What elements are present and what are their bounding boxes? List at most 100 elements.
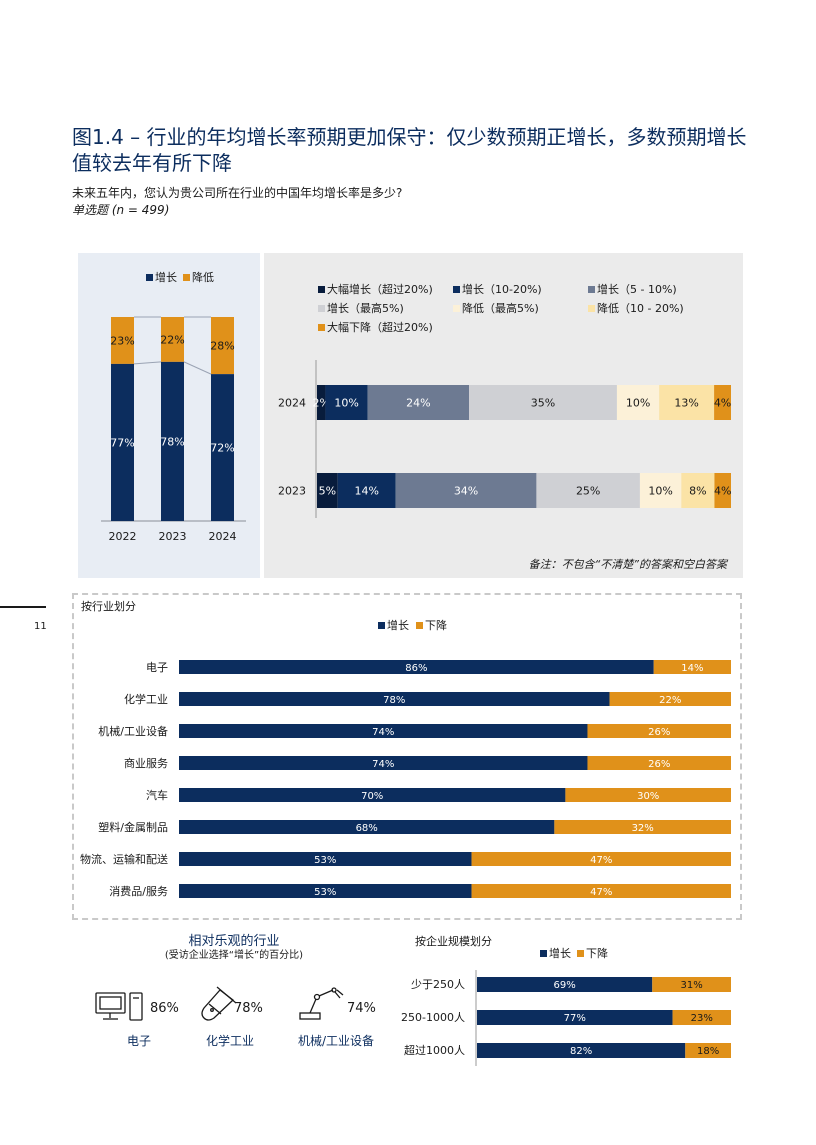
optimistic-value: 74%: [347, 1001, 376, 1016]
bar-decline-少于250人: [652, 977, 731, 992]
bar-decline-label: 47%: [590, 855, 612, 866]
test-tube-icon: [201, 986, 237, 1021]
bar-decline-机械/工业设备: [587, 724, 731, 738]
optimistic-value: 78%: [234, 1001, 263, 1016]
computer-tower: [129, 992, 143, 1021]
legend-decline-swatch: [183, 274, 190, 281]
series-connector-middle: [183, 361, 212, 375]
bar-decline-label: 26%: [648, 759, 670, 770]
legend-item-label: 降低（最高5%): [462, 301, 539, 315]
bar-segment-label: 24%: [406, 397, 430, 410]
size-chart-title: 按企业规模划分: [415, 934, 492, 948]
bar-segment-label: 10%: [648, 485, 672, 498]
yearly-growth-chart: 增长 降低 23% 77% 2022 22% 78% 2023 28% 72% 2024: [101, 270, 246, 543]
legend-item-label: 大幅增长（超过20%): [327, 282, 433, 296]
legend-item-swatch: [588, 305, 595, 312]
monitor-inner: [99, 996, 122, 1010]
bar-decline-2024: [211, 317, 234, 375]
bar-decline-2023: [161, 317, 184, 362]
bar-growth-化学工业: [179, 692, 610, 706]
legend-decline-swatch: [577, 950, 584, 957]
bar-segment-2024: [367, 385, 470, 420]
bar-decline-label: 30%: [637, 791, 659, 802]
robot-arm-icon: [299, 987, 344, 1020]
bar-decline-label: 14%: [681, 663, 703, 674]
industry-label: 塑料/金属制品: [98, 820, 168, 834]
bar-segment-2023: [536, 473, 640, 508]
bar-segment-2024: [659, 385, 715, 420]
legend-item-swatch: [453, 305, 460, 312]
optimistic-label: 机械/工业设备: [298, 1033, 374, 1048]
x-tick-label: 2024: [209, 530, 237, 543]
legend-item-swatch: [318, 286, 325, 293]
legend-item-swatch: [318, 305, 325, 312]
bar-segment-2024: [469, 385, 617, 420]
question-type: 单选题 (n = 499): [72, 203, 170, 217]
bar-decline-塑料/金属制品: [554, 820, 731, 834]
industry-label: 商业服务: [124, 756, 168, 770]
bar-growth-250-1000人: [477, 1010, 673, 1025]
bar-segment-2023: [395, 473, 537, 508]
bar-growth-label: 77%: [110, 436, 134, 449]
bar-growth-2022: [111, 363, 134, 521]
bar-growth-2024: [211, 374, 234, 521]
industry-label: 物流、运输和配送: [80, 852, 168, 866]
page-title: 图1.4 – 行业的年均增长率预期更加保守：仅少数预期正增长，多数预期增长值较去…: [72, 125, 747, 175]
legend-item-label: 大幅下降（超过20%): [327, 320, 433, 334]
series-connector-middle: [133, 361, 162, 365]
chart-note: 备注：不包含“不清楚”的答案和空白答案: [529, 558, 729, 571]
bar-decline-label: 18%: [697, 1046, 719, 1057]
industry-label: 消费品/服务: [109, 884, 168, 898]
robot-joint: [313, 993, 321, 1001]
optimistic-subtitle: (受访企业选择“增长”的百分比): [165, 948, 303, 961]
bar-decline-汽车: [565, 788, 731, 802]
bar-segment-label: 14%: [354, 485, 378, 498]
optimistic-label: 电子: [127, 1034, 151, 1048]
growth-distribution-chart: 大幅增长（超过20%) 增长（10-20%) 增长（5 - 10%) 增长（最高5%)…: [278, 282, 731, 518]
industry-chart-title: 按行业划分: [81, 599, 136, 613]
industry-label: 电子: [146, 661, 168, 674]
legend-item-label: 降低（10 - 20%): [597, 301, 684, 315]
bar-segment-label: 34%: [454, 485, 478, 498]
bar-growth-label: 82%: [570, 1046, 592, 1057]
legend-item-label: 增长（最高5%): [327, 301, 404, 315]
bar-decline-电子: [653, 660, 731, 674]
industry-panel-border: [72, 593, 742, 920]
bar-growth-消费品/服务: [179, 884, 472, 898]
bar-growth-物流、运输和配送: [179, 852, 472, 866]
bar-decline-商业服务: [587, 756, 731, 770]
tube-bubble: [210, 1008, 214, 1012]
bar-decline-label: 22%: [160, 333, 184, 346]
bar-growth-少于250人: [477, 977, 653, 992]
bar-decline-label: 31%: [681, 980, 703, 991]
bar-growth-商业服务: [179, 756, 588, 770]
bar-segment-label: 5%: [319, 485, 336, 498]
bar-segment-2023: [317, 473, 338, 508]
bar-growth-label: 74%: [372, 759, 394, 770]
bar-growth-label: 78%: [383, 695, 405, 706]
robot-lower-arm: [309, 998, 317, 1014]
tube-rim: [216, 986, 237, 1004]
legend-item-label: 增长（10-20%): [462, 282, 542, 296]
industry-label: 汽车: [146, 788, 168, 802]
optimistic-value: 86%: [150, 1001, 179, 1016]
legend-decline-label: 降低: [192, 270, 214, 284]
y-tick-label: 2024: [278, 397, 306, 410]
bar-segment-label: 4%: [714, 397, 731, 410]
bar-segment-label: 4%: [714, 485, 731, 498]
tube-body: [201, 989, 234, 1021]
bar-decline-label: 28%: [210, 340, 234, 353]
bar-decline-label: 26%: [648, 727, 670, 738]
bar-growth-塑料/金属制品: [179, 820, 555, 834]
bar-decline-化学工业: [609, 692, 731, 706]
bar-segment-2024: [616, 385, 660, 420]
legend-decline-label: 下降: [586, 946, 608, 960]
bar-growth-label: 74%: [372, 727, 394, 738]
robot-upper-arm: [318, 989, 334, 997]
bar-segment-label: 10%: [626, 397, 650, 410]
optimistic-industries: 相对乐观的行业(受访企业选择“增长”的百分比) 86% 电子 78% 化学工业 74% 机械…: [95, 933, 376, 1048]
page-number-rule: [0, 606, 46, 608]
legend-item-swatch: [453, 286, 460, 293]
